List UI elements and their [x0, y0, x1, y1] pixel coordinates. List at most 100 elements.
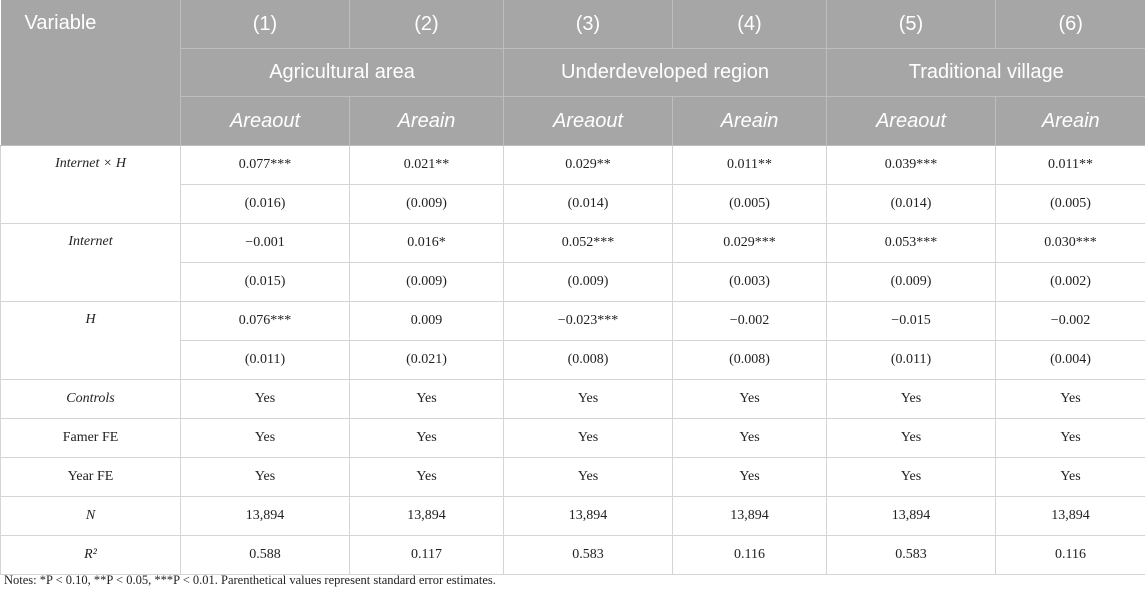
table-notes: Notes: *P < 0.10, **P < 0.05, ***P < 0.0…	[4, 573, 496, 587]
value-cell: Yes	[995, 379, 1145, 419]
value-cell: Yes	[503, 457, 673, 497]
header-outcome-1: Areaout	[180, 96, 350, 146]
value-cell: 0.116	[672, 535, 827, 575]
coef-cell: 0.077***	[180, 145, 350, 185]
header-col-3: (3)	[503, 0, 673, 49]
coef-cell: 0.021**	[349, 145, 504, 185]
header-group-underdeveloped: Underdeveloped region	[503, 48, 827, 97]
table-row: Internet × H 0.077*** 0.021** 0.029** 0.…	[0, 145, 1145, 224]
coef-cell: 0.030***	[995, 223, 1145, 263]
se-cell: (0.009)	[349, 184, 504, 224]
value-cell: 0.583	[826, 535, 996, 575]
se-cell: (0.008)	[672, 340, 827, 380]
table-row: N 13,894 13,894 13,894 13,894 13,894 13,…	[0, 496, 1145, 536]
value-cell: Yes	[180, 457, 350, 497]
coef-cell: 0.053***	[826, 223, 996, 263]
coef-cell: 0.029**	[503, 145, 673, 185]
table-row: R² 0.588 0.117 0.583 0.116 0.583 0.116	[0, 535, 1145, 575]
row-label-internet-h: Internet × H	[0, 145, 181, 224]
value-cell: 0.116	[995, 535, 1145, 575]
se-cell: (0.014)	[826, 184, 996, 224]
header-variable: Variable	[0, 0, 181, 146]
table-row: Year FE Yes Yes Yes Yes Yes Yes	[0, 457, 1145, 497]
value-cell: Yes	[995, 457, 1145, 497]
coef-cell: 0.016*	[349, 223, 504, 263]
value-cell: 0.583	[503, 535, 673, 575]
value-cell: 13,894	[672, 496, 827, 536]
value-cell: Yes	[349, 379, 504, 419]
header-outcome-6: Areain	[995, 96, 1145, 146]
se-cell: (0.015)	[180, 262, 350, 302]
se-cell: (0.014)	[503, 184, 673, 224]
table-row: Controls Yes Yes Yes Yes Yes Yes	[0, 379, 1145, 419]
value-cell: Yes	[503, 379, 673, 419]
regression-table: Variable (1) (2) (3) (4) (5) (6) Agricul…	[0, 0, 1145, 575]
coef-cell: 0.052***	[503, 223, 673, 263]
se-cell: (0.011)	[826, 340, 996, 380]
row-label-h: H	[0, 301, 181, 380]
table-row: (0.011) (0.021) (0.008) (0.008) (0.011) …	[1, 340, 1145, 380]
se-cell: (0.009)	[826, 262, 996, 302]
header-col-6: (6)	[995, 0, 1145, 49]
se-cell: (0.008)	[503, 340, 673, 380]
value-cell: Yes	[995, 418, 1145, 458]
value-cell: 0.117	[349, 535, 504, 575]
header-col-4: (4)	[672, 0, 827, 49]
value-cell: 0.588	[180, 535, 350, 575]
header-group-traditional: Traditional village	[826, 48, 1145, 97]
table-row: Famer FE Yes Yes Yes Yes Yes Yes	[0, 418, 1145, 458]
header-group-agricultural: Agricultural area	[180, 48, 504, 97]
se-cell: (0.005)	[672, 184, 827, 224]
coef-cell: 0.029***	[672, 223, 827, 263]
se-cell: (0.004)	[995, 340, 1145, 380]
se-cell: (0.003)	[672, 262, 827, 302]
table-row: Internet −0.001 0.016* 0.052*** 0.029***…	[0, 223, 1145, 302]
se-cell: (0.016)	[180, 184, 350, 224]
coef-cell: −0.002	[672, 301, 827, 341]
value-cell: 13,894	[826, 496, 996, 536]
table-row: (0.016) (0.009) (0.014) (0.005) (0.014) …	[1, 184, 1145, 224]
row-label-n: N	[0, 496, 181, 536]
header-col-1: (1)	[180, 0, 350, 49]
value-cell: Yes	[672, 418, 827, 458]
value-cell: Yes	[672, 457, 827, 497]
coef-cell: 0.011**	[672, 145, 827, 185]
row-label-internet: Internet	[0, 223, 181, 302]
header-outcome-5: Areaout	[826, 96, 996, 146]
value-cell: Yes	[826, 457, 996, 497]
table-row: (0.015) (0.009) (0.009) (0.003) (0.009) …	[1, 262, 1145, 302]
coef-cell: 0.011**	[995, 145, 1145, 185]
coef-cell: −0.015	[826, 301, 996, 341]
value-cell: Yes	[672, 379, 827, 419]
coef-cell: −0.001	[180, 223, 350, 263]
header-outcome-4: Areain	[672, 96, 827, 146]
value-cell: 13,894	[349, 496, 504, 536]
table-row: H 0.076*** 0.009 −0.023*** −0.002 −0.015…	[0, 301, 1145, 380]
value-cell: 13,894	[995, 496, 1145, 536]
value-cell: Yes	[349, 418, 504, 458]
value-cell: Yes	[349, 457, 504, 497]
se-cell: (0.009)	[503, 262, 673, 302]
coef-cell: 0.009	[349, 301, 504, 341]
coef-cell: 0.039***	[826, 145, 996, 185]
se-cell: (0.002)	[995, 262, 1145, 302]
header-col-5: (5)	[826, 0, 996, 49]
se-cell: (0.005)	[995, 184, 1145, 224]
coef-cell: 0.076***	[180, 301, 350, 341]
row-label-controls: Controls	[0, 379, 181, 419]
value-cell: Yes	[826, 379, 996, 419]
row-label-year-fe: Year FE	[0, 457, 181, 497]
value-cell: Yes	[503, 418, 673, 458]
se-cell: (0.011)	[180, 340, 350, 380]
header-outcome-3: Areaout	[503, 96, 673, 146]
row-label-r2: R²	[0, 535, 181, 575]
value-cell: Yes	[180, 418, 350, 458]
row-label-farmer-fe: Famer FE	[0, 418, 181, 458]
coef-cell: −0.002	[995, 301, 1145, 341]
value-cell: 13,894	[180, 496, 350, 536]
header-col-2: (2)	[349, 0, 504, 49]
value-cell: Yes	[826, 418, 996, 458]
value-cell: Yes	[180, 379, 350, 419]
se-cell: (0.009)	[349, 262, 504, 302]
coef-cell: −0.023***	[503, 301, 673, 341]
